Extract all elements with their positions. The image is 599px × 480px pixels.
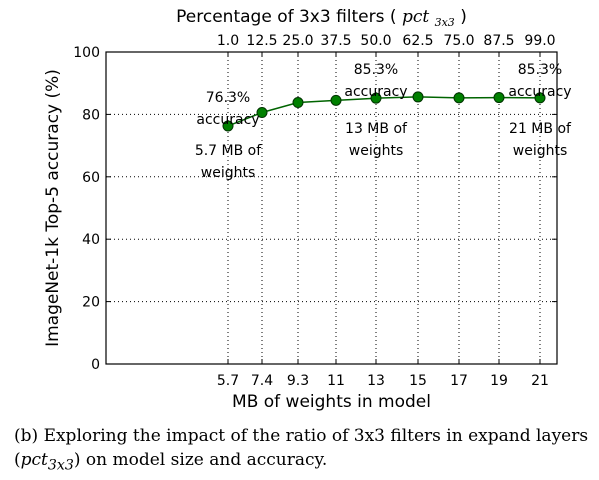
annotation-label: 13 MB of weights: [345, 121, 408, 159]
x-tick-label: 5.7: [217, 373, 239, 389]
annotation-label: 5.7 MB of weights: [195, 143, 262, 181]
data-point: [331, 95, 341, 105]
y-axis-title: ImageNet-1k Top-5 accuracy (%): [43, 69, 63, 347]
y-tick-label: 100: [73, 45, 100, 61]
top-tick-label: 62.5: [402, 33, 433, 49]
caption-math-sub: 3x3: [48, 457, 74, 473]
y-tick-label: 20: [82, 295, 100, 311]
x-tick-label: 19: [490, 373, 508, 389]
figure-caption: (b) Exploring the impact of the ratio of…: [14, 424, 589, 477]
annotation-line: accuracy: [508, 84, 571, 100]
data-point: [293, 98, 303, 108]
x-tick-label: 21: [531, 373, 549, 389]
annotation-line: 21 MB of: [509, 121, 572, 137]
annotation-layer: 76.3% accuracy 5.7 MB of weights 85.3% accura…: [195, 62, 572, 181]
top-axis-title: Percentage of 3x3 filters ( pct 3x3 ): [176, 7, 467, 31]
top-axis-title-close-paren: ): [460, 7, 467, 27]
top-tick-label: 50.0: [360, 33, 391, 49]
top-tick-label: 37.5: [320, 33, 351, 49]
y-tick-label: 40: [82, 232, 100, 248]
top-tick-label: 99.0: [524, 33, 555, 49]
annotation-line: 85.3%: [518, 62, 562, 78]
annotation-line: 85.3%: [354, 62, 398, 78]
annotation-line: weights: [513, 143, 568, 159]
annotation-line: accuracy: [344, 84, 407, 100]
x-tick-label: 17: [450, 373, 468, 389]
y-tick-label: 60: [82, 170, 100, 186]
data-point: [454, 93, 464, 103]
annotation-line: weights: [201, 165, 256, 181]
caption-text-after: ) on model size and accuracy.: [74, 450, 327, 470]
caption-math: pct: [21, 450, 48, 470]
top-tick-label: 25.0: [282, 33, 313, 49]
top-axis-title-math-sub: 3x3: [435, 16, 455, 29]
top-axis-title-open-paren: (: [390, 7, 397, 27]
x-tick-label: 15: [409, 373, 427, 389]
annotation-line: 5.7 MB of: [195, 143, 262, 159]
y-tick-label: 0: [91, 357, 100, 373]
annotation-line: 76.3%: [206, 90, 250, 106]
annotation-line: accuracy: [196, 112, 259, 128]
top-axis-title-math: pct: [402, 7, 429, 27]
x-tick-label: 11: [327, 373, 345, 389]
top-axis-title-text: Percentage of 3x3 filters: [176, 7, 384, 27]
caption-label: (b): [14, 426, 38, 446]
annotation-line: 13 MB of: [345, 121, 408, 137]
x-tick-label: 13: [367, 373, 385, 389]
y-tick-label: 80: [82, 107, 100, 123]
data-point: [413, 92, 423, 102]
x-tick-label: 7.4: [251, 373, 273, 389]
data-point: [494, 93, 504, 103]
top-tick-label: 12.5: [246, 33, 277, 49]
x-tick-label: 9.3: [287, 373, 309, 389]
x-axis-title: MB of weights in model: [232, 392, 431, 412]
top-tick-label: 75.0: [443, 33, 474, 49]
annotation-line: weights: [349, 143, 404, 159]
top-tick-label: 87.5: [483, 33, 514, 49]
tick-layer: 0 20 40 60 80 100 5.7 1.0 7.4 12.5 9.3 25.0 11 37.5 13…: [73, 33, 557, 389]
annotation-label: 21 MB of weights: [509, 121, 572, 159]
top-tick-label: 1.0: [217, 33, 239, 49]
chart-svg: 0 20 40 60 80 100 5.7 1.0 7.4 12.5 9.3 25.0 11 37.5 13…: [0, 0, 599, 420]
